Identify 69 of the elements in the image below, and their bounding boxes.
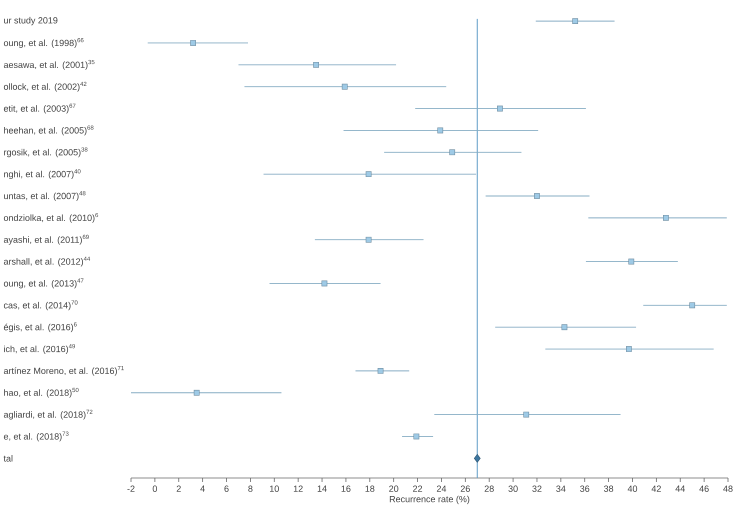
x-tick-label: 0 bbox=[152, 486, 158, 492]
y-tick-label: oung, et al. (1998)$^{66}$ bbox=[4, 38, 84, 48]
x-axis-title: Recurrence rate (%) bbox=[390, 496, 470, 504]
point bbox=[437, 128, 444, 134]
point bbox=[497, 106, 503, 112]
x-tick-label: 16 bbox=[342, 486, 351, 492]
point bbox=[562, 324, 568, 330]
x-tick-label: 30 bbox=[508, 486, 518, 492]
point bbox=[663, 214, 669, 221]
point bbox=[194, 390, 200, 396]
x-tick-label: -2 bbox=[127, 486, 135, 492]
y-tick-label: égis, et al. (2016)$^{6}$ bbox=[4, 322, 77, 332]
y-tick-label: tal bbox=[4, 455, 12, 462]
y-tick-label: etit, et al. (2003)$^{67}$ bbox=[4, 104, 76, 114]
point bbox=[378, 368, 384, 374]
x-tick-label: 2 bbox=[176, 486, 181, 492]
point bbox=[628, 258, 634, 264]
y-tick-label: oung, et al. (2013)$^{47}$ bbox=[4, 278, 84, 288]
point bbox=[523, 412, 530, 418]
point bbox=[190, 40, 196, 46]
y-tick-label: nghi, et al. (2007)$^{40}$ bbox=[4, 169, 81, 180]
y-tick-label: cas, et al. (2014)$^{70}$ bbox=[4, 300, 78, 310]
x-tick-label: 44 bbox=[675, 486, 685, 492]
x-tick-label: 26 bbox=[460, 486, 470, 492]
x-tick-label: 48 bbox=[723, 486, 733, 492]
x-tick-label: 34 bbox=[556, 486, 566, 492]
y-tick-label: ondziolka, et al. (2010)$^{6}$ bbox=[4, 212, 98, 223]
point bbox=[322, 280, 328, 286]
x-tick-label: 38 bbox=[604, 486, 614, 492]
x-tick-label: 46 bbox=[699, 486, 709, 492]
y-tick-label: aesawa, et al. (2001)$^{35}$ bbox=[4, 60, 94, 70]
point bbox=[689, 302, 696, 308]
x-tick-label: 12 bbox=[294, 486, 303, 492]
y-tick-label: ich, et al. (2016)$^{49}$ bbox=[4, 344, 76, 354]
y-tick-label: ayashi, et al. (2011)$^{69}$ bbox=[4, 234, 89, 245]
y-tick-label: agliardi, et al. (2018)$^{72}$ bbox=[4, 410, 92, 420]
y-tick-label: rgosik, et al. (2005)$^{38}$ bbox=[4, 147, 88, 158]
y-tick-label: hao, et al. (2018)$^{50}$ bbox=[4, 388, 79, 398]
x-tick-label: 8 bbox=[248, 486, 252, 492]
y-tick-label: ollock, et al. (2002)$^{42}$ bbox=[4, 82, 86, 92]
x-tick-label: 18 bbox=[366, 486, 374, 492]
point bbox=[572, 18, 578, 24]
x-tick-label: 14 bbox=[318, 486, 327, 492]
y-tick-label: heehan, et al. (2005)$^{68}$ bbox=[4, 126, 94, 136]
x-tick-label: 6 bbox=[224, 486, 229, 492]
point bbox=[342, 84, 348, 90]
x-tick-label: 32 bbox=[532, 486, 542, 492]
point bbox=[366, 171, 372, 178]
point bbox=[534, 193, 540, 199]
point bbox=[366, 236, 372, 243]
x-tick-label: 42 bbox=[652, 486, 661, 492]
point bbox=[474, 454, 481, 463]
point bbox=[413, 434, 420, 440]
y-tick-label: ur study 2019 bbox=[4, 16, 58, 26]
x-tick-label: 24 bbox=[436, 486, 446, 492]
point bbox=[626, 346, 632, 352]
x-tick-label: 20 bbox=[389, 486, 398, 492]
y-tick-label: arshall, et al. (2012)$^{44}$ bbox=[4, 256, 90, 266]
x-tick-label: 4 bbox=[200, 486, 205, 492]
x-tick-label: 22 bbox=[413, 486, 422, 492]
point bbox=[313, 62, 319, 68]
x-tick-label: 36 bbox=[580, 486, 590, 492]
x-tick-label: 28 bbox=[484, 486, 494, 492]
x-tick-label: 10 bbox=[270, 486, 279, 492]
y-tick-label: artínez Moreno, et al. (2016)$^{71}$ bbox=[4, 366, 124, 376]
y-tick-label: e, et al. (2018)$^{73}$ bbox=[4, 432, 69, 442]
y-tick-label: untas, et al. (2007)$^{48}$ bbox=[4, 191, 86, 201]
x-tick-label: 40 bbox=[628, 486, 638, 492]
point bbox=[449, 149, 456, 156]
